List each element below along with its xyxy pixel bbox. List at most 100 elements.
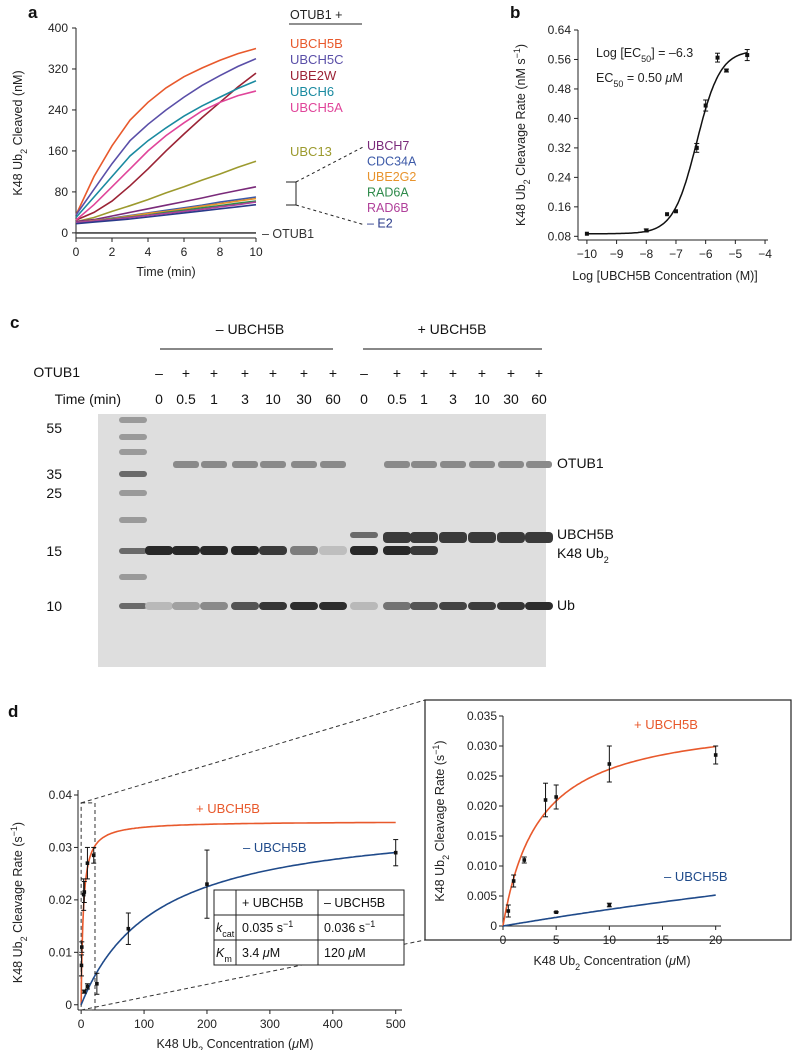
c-band-k48-ub2	[383, 546, 411, 555]
a-bracket	[286, 181, 297, 206]
di-x-tick-label: 5	[553, 933, 560, 947]
a-y-tick-label: 0	[61, 226, 68, 240]
c-marker-band	[119, 434, 147, 440]
c-marker-size: 15	[46, 543, 62, 559]
di-x-tick-label: 20	[709, 933, 723, 947]
d-x-tick-label: 200	[197, 1017, 217, 1031]
a-x-tick-label: 4	[145, 245, 152, 259]
c-band-ubch5b	[350, 532, 378, 538]
a-x-tick-label: 0	[73, 245, 80, 259]
di-data-point-0-1	[511, 879, 516, 883]
di-data-point-0-0	[506, 909, 511, 913]
a-legend-entry-2: UBE2W	[290, 68, 337, 83]
c-band-otub1	[498, 461, 524, 468]
d-data-point-1-5	[393, 850, 398, 855]
c-otub1-label: OTUB1	[33, 364, 80, 380]
c-band-otub1	[526, 461, 552, 468]
c-marker-band	[119, 574, 147, 580]
c-time-value: 0	[360, 391, 368, 407]
a-x-axis-label: Time (min)	[136, 265, 195, 279]
di-fit-curve-1	[502, 894, 716, 927]
a-y-tick-label: 160	[48, 144, 68, 158]
c-time-value: 0	[155, 391, 163, 407]
di-x-tick-label: 0	[500, 933, 507, 947]
b-data-point-4	[694, 145, 699, 150]
c-otub1-mark: +	[420, 365, 428, 381]
c-band-ub	[350, 602, 378, 610]
c-time-value: 30	[503, 391, 519, 407]
c-otub1-mark: –	[360, 365, 368, 381]
c-band-ub	[145, 602, 173, 610]
d-inset-frame	[424, 699, 792, 941]
panel-d-main-chart: 0 0.01 0.02 0.03 0.04 0 100 200 300 400 500 K48 Ub2…	[9, 699, 426, 1055]
c-band-ub	[410, 602, 438, 610]
c-otub1-mark: +	[507, 365, 515, 381]
a-legend-entry-group-1: CDC34A	[367, 155, 417, 169]
c-time-value: 1	[210, 391, 218, 407]
di-y-tick-label: 0.035	[467, 709, 497, 723]
c-marker-size: 25	[46, 485, 62, 501]
b-y-tick-label: 0.24	[548, 170, 572, 184]
di-x-axis-label: K48 Ub2 Concentration (μM)	[533, 954, 690, 972]
c-band-k48-ub2	[410, 546, 438, 555]
c-time-value: 3	[449, 391, 457, 407]
b-x-tick-label: −10	[577, 247, 598, 261]
b-x-tick-label: −7	[669, 247, 683, 261]
di-y-tick-label: 0.030	[467, 739, 497, 753]
c-otub1-mark: +	[329, 365, 337, 381]
d-series-label-minus: – UBCH5B	[243, 840, 307, 855]
c-time-value: 60	[531, 391, 547, 407]
c-band-otub1	[384, 461, 410, 468]
a-legend-entry-group-0: UBCH7	[367, 139, 409, 153]
c-marker-band	[119, 517, 147, 523]
a-series-line-8	[75, 197, 257, 224]
b-data-point-2	[665, 212, 670, 217]
a-legend-entry-group-2: UBE2G2	[367, 170, 416, 184]
di-y-axis-label: K48 Ub2 Cleavage Rate (s−1)	[431, 740, 451, 901]
c-marker-band	[119, 417, 147, 423]
c-marker-band	[119, 490, 147, 496]
di-data-point-0-3	[543, 798, 548, 802]
c-band-k48-ub2	[350, 546, 378, 555]
c-band-ub	[290, 602, 318, 610]
a-legend-entry-ubc13: UBC13	[290, 144, 332, 159]
c-band-k48-ub2	[200, 546, 228, 555]
c-otub1-mark: +	[269, 365, 277, 381]
d-y-tick-label: 0	[65, 998, 72, 1012]
panel-letter-a: a	[28, 3, 38, 22]
a-series-line-2	[75, 72, 257, 221]
d-y-tick-label: 0.02	[49, 893, 73, 907]
c-band-ub	[525, 602, 553, 610]
b-data-point-1	[644, 228, 649, 233]
di-data-point-0-5	[607, 762, 612, 766]
d-data-point-0-1	[79, 945, 84, 949]
b-y-tick-label: 0.40	[548, 111, 572, 125]
a-x-tick-label: 10	[249, 245, 263, 259]
d-x-tick-label: 500	[386, 1017, 406, 1031]
a-x-tick-label: 8	[217, 245, 224, 259]
panel-c-gel: – UBCH5B + UBCH5B OTUB1 Time (min) – + + + + + + – +…	[33, 321, 614, 667]
c-marker-band	[119, 471, 147, 477]
a-series-line-3	[75, 80, 257, 219]
d-zoom-connector	[81, 699, 426, 804]
a-y-tick-label: 320	[48, 62, 68, 76]
d-y-axis-label: K48 Ub2 Cleavage Rate (s−1)	[9, 822, 29, 983]
c-band-k48-ub2	[145, 546, 173, 555]
b-data-point-8	[745, 53, 750, 58]
a-series-line-4	[75, 90, 257, 221]
di-data-point-0-6	[713, 753, 718, 757]
b-x-tick-label: −5	[729, 247, 743, 261]
d-zoom-connector	[81, 939, 426, 1011]
d-table-param: Km	[216, 946, 232, 964]
panel-letter-c: c	[10, 313, 19, 332]
b-x-tick-label: −8	[639, 247, 653, 261]
d-data-point-1-1	[85, 984, 90, 989]
c-group-label: + UBCH5B	[418, 321, 487, 337]
a-legend-title: OTUB1 +	[290, 8, 342, 22]
c-time-value: 10	[474, 391, 490, 407]
c-time-value: 10	[265, 391, 281, 407]
a-y-tick-label: 400	[48, 21, 68, 35]
c-otub1-mark: +	[393, 365, 401, 381]
c-band-otub1	[260, 461, 286, 468]
a-series-line-10	[75, 201, 257, 224]
